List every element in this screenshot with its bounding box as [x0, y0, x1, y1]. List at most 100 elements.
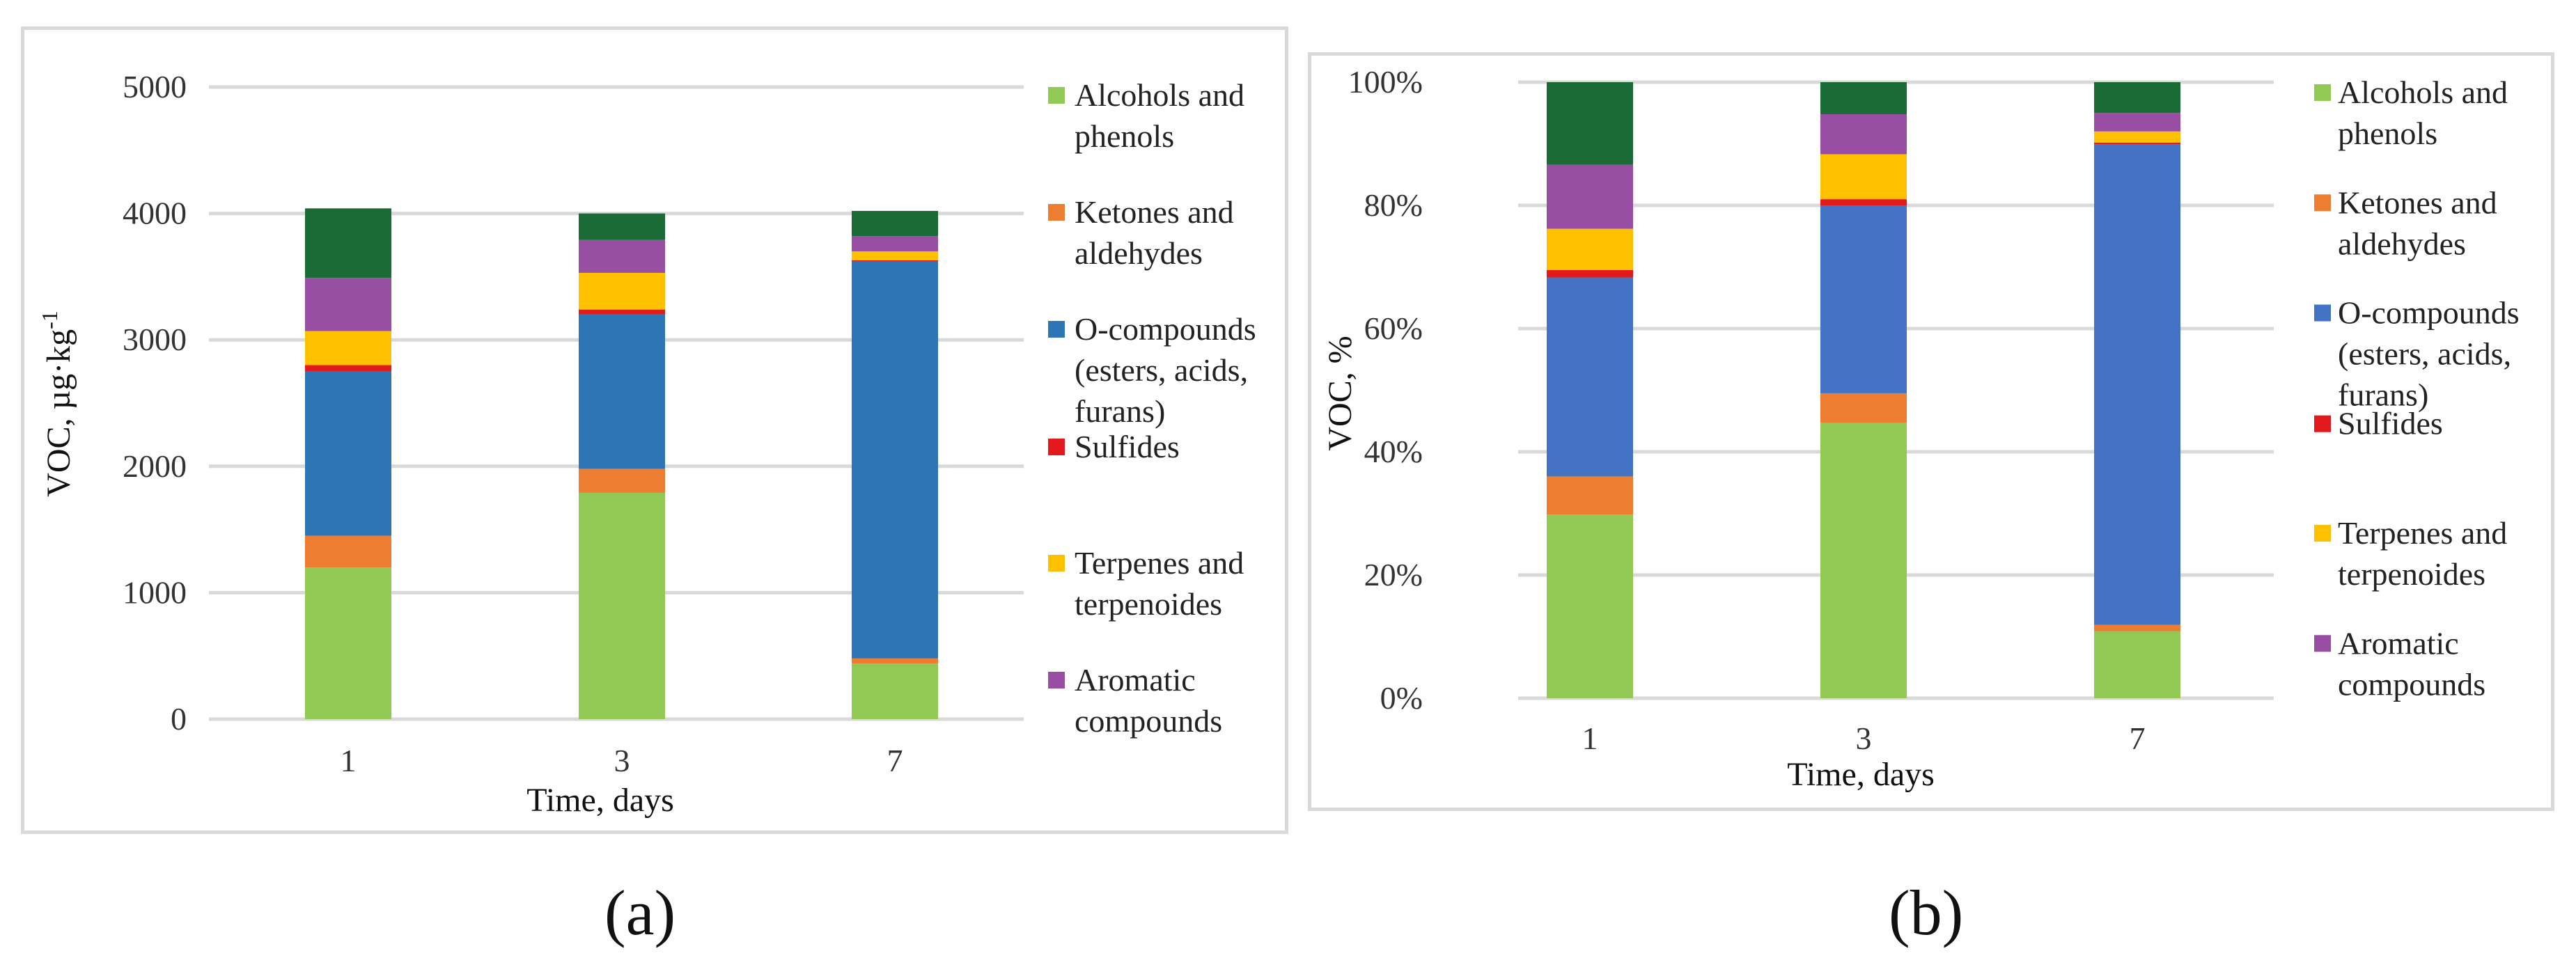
legend-label-line: Alcohols and [2338, 74, 2508, 110]
bar-segment [852, 236, 938, 252]
bar-segment [579, 213, 665, 240]
bar-segment [1547, 269, 1633, 278]
x-tick-label: 7 [887, 743, 903, 778]
legend-label: Aromatic compounds [2338, 625, 2485, 702]
legend-swatch [1048, 672, 1065, 688]
legend-label: Sulfides [1075, 429, 1180, 464]
bar-segment [579, 239, 665, 273]
legend-swatch [1048, 204, 1065, 221]
bar-segment [579, 309, 665, 315]
y-axis-label-sup: -1 [37, 310, 62, 329]
bar-segment [1547, 164, 1633, 229]
legend-label-line: Alcohols and [1075, 77, 1244, 113]
y-axis-label: VOC, µg·kg-1 [37, 310, 77, 497]
legend-swatch [2314, 194, 2331, 212]
caption-b: (b) [1889, 877, 1964, 948]
legend-swatch [1048, 439, 1065, 455]
legend-label-line: Aromatic [1075, 662, 1196, 698]
y-tick-label: 80% [1364, 187, 1423, 223]
legend-label-line: phenols [2338, 116, 2437, 151]
bar-segment [2094, 131, 2180, 143]
bar-segment [1820, 154, 1907, 200]
legend-label: Aromatic compounds [1075, 662, 1222, 739]
legend-swatch [1048, 555, 1065, 572]
bar-segment [2094, 624, 2180, 631]
bar-segment [1820, 114, 1907, 155]
bar-segment [579, 314, 665, 469]
legend-swatch [1048, 321, 1065, 338]
legend-label-line: compounds [2338, 666, 2485, 702]
y-tick-label: 100% [1348, 64, 1423, 100]
bar-segment [1547, 82, 1633, 165]
bar-segment [305, 567, 391, 719]
bar-segment [1547, 228, 1633, 270]
bar-segment [305, 278, 391, 331]
bar-segment [305, 331, 391, 365]
bar-segment [579, 272, 665, 310]
bar-segment [1820, 205, 1907, 393]
y-tick-label: 3000 [123, 322, 187, 357]
y-axis-label: VOC, % [1322, 336, 1359, 450]
y-axis-label-main: VOC, % [1322, 336, 1359, 450]
bar-segment [1547, 476, 1633, 515]
bar-segment [2094, 82, 2180, 113]
legend-label-line: (esters, acids, [1075, 352, 1248, 388]
legend-label: Sulfides [2338, 406, 2443, 441]
legend-label-line: Terpenes and [2338, 515, 2507, 551]
legend-label: Alcohols and phenols [2338, 74, 2508, 151]
legend-label-line: O-compounds [2338, 295, 2520, 331]
legend-swatch [2314, 525, 2331, 542]
bar-segment [1820, 393, 1907, 423]
bar-segment [852, 260, 938, 262]
legend-swatch [2314, 635, 2331, 652]
y-axis-label-main: VOC, µg·kg [40, 329, 77, 497]
bar-segment [1820, 199, 1907, 205]
legend-label-line: terpenoides [1075, 586, 1222, 622]
bar-segment [1820, 82, 1907, 115]
bar-segment [852, 658, 938, 664]
caption-a: (a) [604, 877, 676, 948]
legend-label-line: aldehydes [1075, 235, 1203, 271]
bar-segment [1547, 277, 1633, 477]
y-tick-label: 5000 [123, 69, 187, 104]
bar-segment [579, 469, 665, 493]
x-axis-label: Time, days [1787, 756, 1935, 793]
bar-segment [852, 210, 938, 237]
bar-segment [852, 251, 938, 260]
bar-segment [2094, 142, 2180, 145]
x-tick-label: 1 [1582, 721, 1598, 756]
y-tick-label: 60% [1364, 310, 1423, 346]
x-tick-label: 3 [614, 743, 630, 778]
bar-segment [305, 371, 391, 536]
chart-panel-b [1308, 52, 2554, 811]
legend-label: O-compounds (esters, acids, furans) [2338, 295, 2520, 413]
legend-label: Terpenes and terpenoides [2338, 515, 2507, 592]
bar-segment [2094, 113, 2180, 132]
legend-label: Ketones and aldehydes [1075, 194, 1234, 271]
legend-label-line: terpenoides [2338, 556, 2485, 592]
bar-segment [852, 261, 938, 659]
legend-label: Ketones and aldehydes [2338, 184, 2497, 261]
legend-label-line: Ketones and [2338, 184, 2497, 220]
bar-segment [2094, 144, 2180, 625]
y-tick-label: 4000 [123, 196, 187, 231]
legend-label-line: aldehydes [2338, 226, 2466, 261]
bar-segment [579, 492, 665, 719]
y-tick-label: 20% [1364, 557, 1423, 592]
legend-label-line: furans) [2338, 377, 2428, 413]
legend-label: Terpenes and terpenoides [1075, 545, 1244, 622]
bar-segment [852, 663, 938, 719]
legend-swatch [2314, 415, 2331, 432]
bar-segment [305, 535, 391, 568]
bar-segment [1547, 514, 1633, 698]
y-tick-label: 0% [1380, 680, 1423, 716]
legend-label-line: Sulfides [1075, 429, 1180, 464]
x-tick-label: 1 [341, 743, 357, 778]
y-tick-label: 0 [171, 701, 187, 737]
legend-label-line: furans) [1075, 393, 1165, 429]
bar-segment [305, 365, 391, 372]
y-tick-label: 2000 [123, 448, 187, 484]
legend-label: O-compounds (esters, acids, furans) [1075, 311, 1256, 429]
bar-segment [305, 208, 391, 278]
